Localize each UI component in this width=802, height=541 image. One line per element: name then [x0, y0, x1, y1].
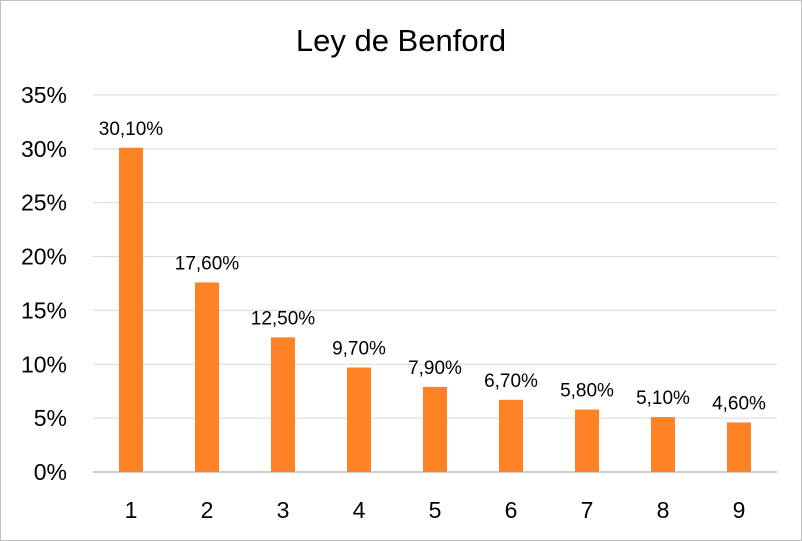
y-tick-label: 20% — [21, 244, 67, 270]
y-tick-label: 5% — [34, 405, 67, 431]
x-tick-label: 6 — [505, 497, 518, 523]
data-label: 17,60% — [175, 253, 240, 274]
x-tick-label: 2 — [201, 497, 214, 523]
bar — [499, 399, 523, 472]
data-label: 4,60% — [712, 393, 766, 414]
bar — [575, 409, 599, 472]
y-tick-label: 0% — [34, 459, 67, 485]
bar — [271, 337, 295, 472]
data-label: 7,90% — [408, 358, 462, 379]
bar — [119, 147, 143, 472]
x-tick-label: 1 — [125, 497, 138, 523]
bar — [195, 282, 219, 472]
data-label: 6,70% — [484, 371, 538, 392]
x-tick-label: 7 — [581, 497, 594, 523]
x-tick-label: 5 — [429, 497, 442, 523]
data-label: 30,10% — [99, 119, 164, 140]
y-tick-label: 25% — [21, 190, 67, 216]
data-label: 5,10% — [636, 388, 690, 409]
x-tick-label: 8 — [657, 497, 670, 523]
x-tick-label: 4 — [353, 497, 366, 523]
data-label: 9,70% — [332, 339, 386, 360]
bar — [423, 386, 447, 472]
x-tick-label: 3 — [277, 497, 290, 523]
bar — [651, 417, 675, 472]
data-label: 5,80% — [560, 381, 614, 402]
y-tick-label: 10% — [21, 351, 67, 377]
x-tick-label: 9 — [733, 497, 746, 523]
y-tick-label: 35% — [21, 82, 67, 108]
chart-title: Ley de Benford — [295, 23, 507, 58]
data-label: 12,50% — [251, 308, 316, 329]
y-tick-label: 15% — [21, 297, 67, 323]
y-tick-label: 30% — [21, 136, 67, 162]
bar — [347, 367, 371, 472]
bar — [727, 422, 751, 472]
